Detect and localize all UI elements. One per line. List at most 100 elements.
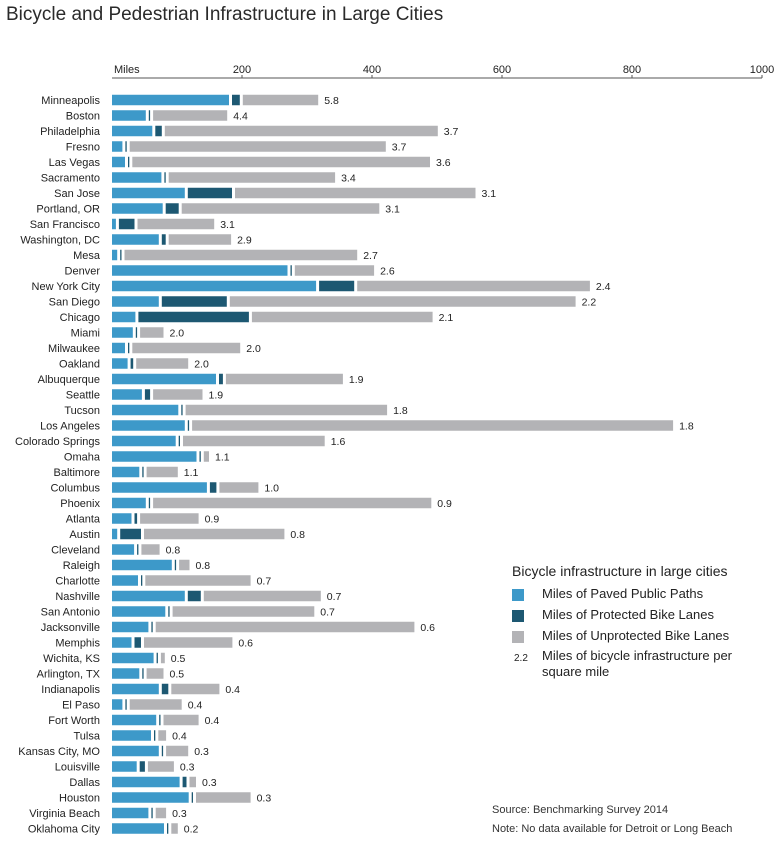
city-label: San Francisco	[30, 219, 100, 231]
bar-unprotected	[251, 311, 433, 323]
bar-paved	[112, 296, 159, 307]
bar-protected	[138, 311, 249, 323]
city-label: Wichita, KS	[43, 653, 100, 665]
bar-unprotected	[163, 714, 199, 726]
bar-paved	[112, 265, 288, 276]
bar-protected	[120, 249, 122, 261]
bar-protected	[142, 668, 144, 679]
bar-paved	[112, 280, 317, 292]
legend-item-protected: Miles of Protected Bike Lanes	[512, 606, 728, 627]
bar-protected	[182, 776, 187, 788]
density-label: 0.5	[170, 669, 185, 681]
bar-unprotected	[189, 776, 196, 788]
bar-paved	[112, 451, 197, 462]
bar-paved	[112, 792, 189, 803]
bar-protected	[161, 683, 169, 695]
bar-protected	[165, 203, 179, 214]
city-label: El Paso	[62, 700, 100, 712]
city-label: Portland, OR	[36, 204, 100, 216]
density-label: 2.0	[194, 359, 209, 371]
city-label: Tucson	[64, 405, 100, 417]
source-note: Source: Benchmarking Survey 2014	[492, 804, 669, 816]
density-label: 4.4	[233, 111, 248, 123]
bar-paved	[112, 637, 132, 648]
density-label: 1.9	[349, 374, 364, 386]
bar-paved	[112, 311, 136, 323]
bar-protected	[125, 699, 127, 710]
city-label: Houston	[59, 793, 100, 805]
bar-paved	[112, 714, 157, 726]
density-label: 1.1	[184, 467, 199, 479]
bar-paved	[112, 482, 207, 493]
legend-swatch-protected	[512, 610, 524, 622]
city-label: San Diego	[49, 297, 100, 309]
city-label: Oakland	[59, 359, 100, 371]
bar-paved	[112, 544, 135, 555]
legend-item-paved: Miles of Paved Public Paths	[512, 585, 728, 606]
bar-paved	[112, 606, 166, 617]
bar-protected	[167, 823, 169, 834]
density-label: 2.6	[380, 266, 395, 278]
bar-unprotected	[132, 156, 431, 168]
bar-unprotected	[185, 404, 388, 416]
bar-unprotected	[196, 792, 251, 803]
density-label: 2.0	[170, 328, 185, 340]
bar-paved	[112, 94, 229, 106]
city-label: Miami	[71, 328, 100, 340]
bar-protected	[134, 637, 141, 648]
city-label: Minneapolis	[41, 95, 100, 107]
density-label: 1.8	[679, 421, 694, 433]
bar-protected	[137, 544, 139, 555]
bar-unprotected	[145, 575, 251, 586]
density-label: 2.7	[363, 250, 378, 262]
city-label: Fort Worth	[48, 715, 100, 727]
bar-unprotected	[166, 745, 189, 757]
bar-unprotected	[155, 807, 167, 819]
bar-unprotected	[225, 373, 343, 385]
bar-paved	[112, 389, 142, 400]
bar-unprotected	[171, 683, 220, 695]
density-label: 0.3	[194, 746, 209, 758]
bar-paved	[112, 125, 153, 137]
density-label: 2.9	[237, 235, 252, 247]
city-label: Dallas	[69, 777, 100, 789]
city-label: Denver	[65, 266, 101, 278]
city-label: San Antonio	[41, 607, 100, 619]
bar-protected	[156, 652, 158, 664]
bar-unprotected	[124, 249, 358, 261]
bar-protected	[181, 404, 183, 416]
bar-unprotected	[146, 668, 164, 679]
density-label: 0.8	[166, 545, 181, 557]
x-tick-label: 400	[363, 64, 381, 76]
density-label: 0.2	[184, 824, 199, 836]
bar-protected	[128, 156, 130, 168]
bar-unprotected	[158, 730, 167, 741]
bar-paved	[112, 327, 133, 338]
density-label: 3.6	[436, 157, 451, 169]
bar-protected	[154, 730, 156, 741]
bar-unprotected	[129, 699, 182, 710]
bar-protected	[118, 218, 135, 230]
density-label: 0.3	[180, 762, 195, 774]
bar-protected	[134, 513, 138, 524]
city-label: Nashville	[55, 591, 100, 603]
city-label: San Jose	[54, 188, 100, 200]
city-label: Kansas City, MO	[18, 746, 100, 758]
density-label: 3.1	[220, 219, 235, 231]
density-label: 0.4	[205, 715, 220, 727]
density-label: 2.1	[439, 312, 454, 324]
bar-paved	[112, 187, 185, 199]
density-label: 0.8	[290, 529, 305, 541]
bar-unprotected	[164, 125, 438, 137]
density-label: 2.0	[246, 343, 261, 355]
bar-paved	[112, 528, 118, 540]
bar-unprotected	[203, 451, 209, 462]
bar-protected	[161, 234, 166, 245]
density-label: 1.8	[393, 405, 408, 417]
density-label: 3.7	[392, 142, 407, 154]
bar-protected	[120, 528, 141, 540]
bar-unprotected	[168, 172, 336, 183]
bar-unprotected	[141, 544, 160, 555]
bar-protected	[139, 761, 145, 772]
bar-unprotected	[160, 652, 165, 664]
